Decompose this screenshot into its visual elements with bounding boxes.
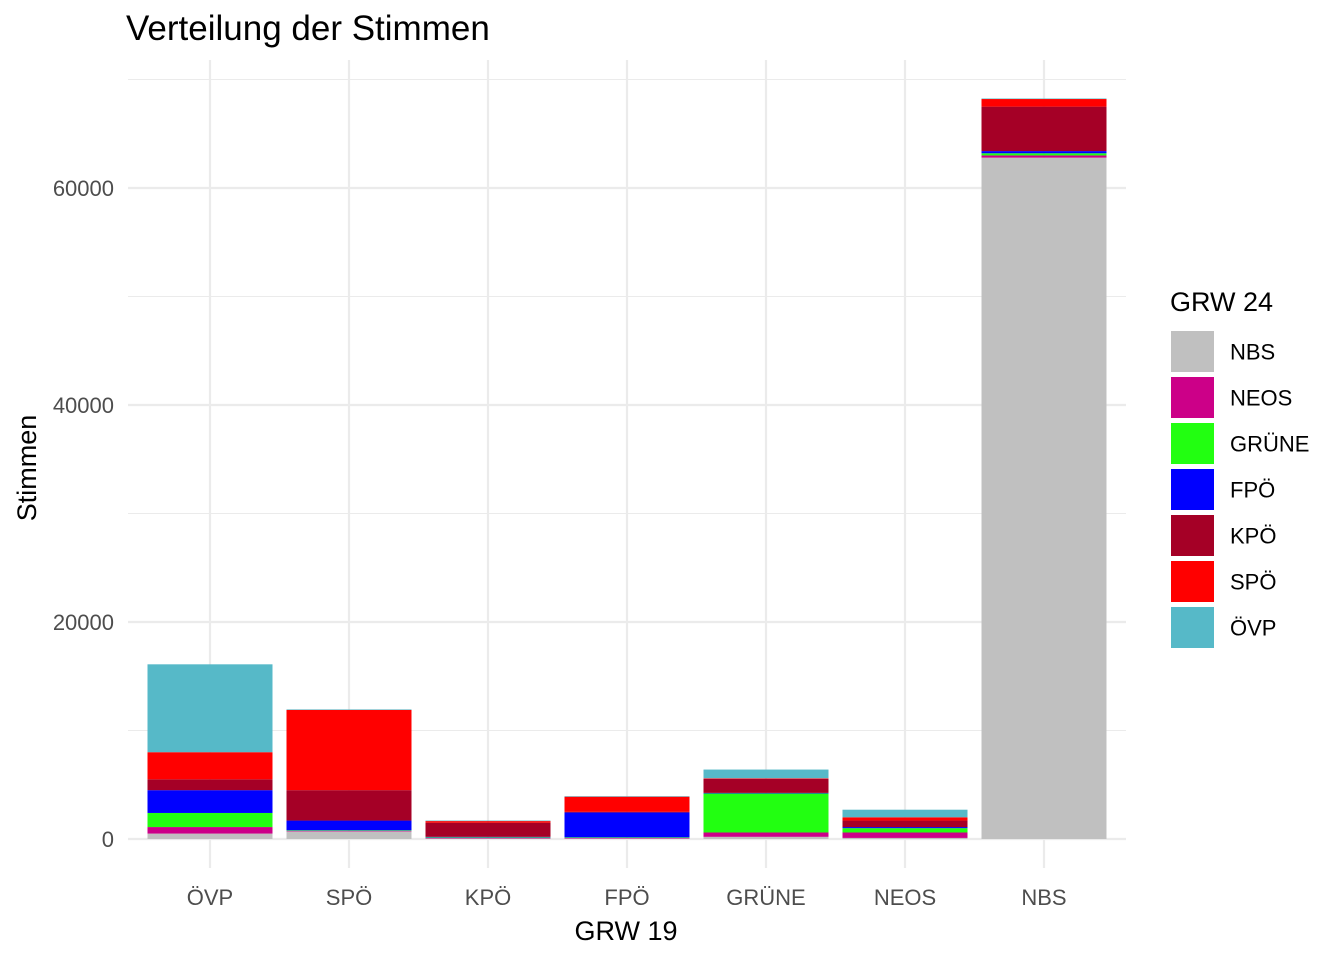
- grid: [128, 60, 1126, 868]
- bar-segment: [425, 838, 551, 839]
- legend-title: GRW 24: [1170, 287, 1273, 317]
- bar-segment: [564, 796, 690, 797]
- bar-segment: [981, 98, 1107, 100]
- bar-segment: [981, 99, 1107, 107]
- legend-key: [1171, 561, 1214, 602]
- x-tick-label: FPÖ: [604, 885, 649, 910]
- axes: 0 20000 40000 60000 ÖVP SPÖ KPÖ FPÖ GRÜNE NEOS NBS: [53, 176, 1067, 910]
- bar-segment: [286, 830, 412, 831]
- bar-segment: [842, 827, 968, 829]
- bar-segment: [425, 822, 551, 837]
- legend-key: [1171, 331, 1214, 372]
- x-tick-label: ÖVP: [187, 885, 233, 910]
- bar-segment: [147, 779, 273, 791]
- y-tick-label: 0: [102, 827, 114, 852]
- bar-segment: [147, 812, 273, 828]
- bar-segment: [425, 837, 551, 838]
- legend-key: [1171, 469, 1214, 510]
- legend-key: [1171, 515, 1214, 556]
- bar-segment: [703, 792, 829, 794]
- bar-segment: [564, 796, 690, 812]
- legend-label: NEOS: [1230, 386, 1292, 411]
- bar-segment: [981, 151, 1107, 154]
- bar-segment: [703, 793, 829, 833]
- bar-segment: [564, 811, 690, 813]
- bar-segment: [703, 832, 829, 837]
- chart-title: Verteilung der Stimmen: [126, 9, 490, 48]
- bar-segment: [286, 830, 412, 832]
- bar-segment: [703, 778, 829, 779]
- bar-segment: [842, 832, 968, 838]
- x-tick-label: NBS: [1021, 885, 1066, 910]
- bar-segment: [981, 155, 1107, 158]
- bar-segment: [842, 809, 968, 818]
- legend-key: [1171, 607, 1214, 648]
- legend: GRW 24 NBS NEOS GRÜNE FPÖ KPÖ SPÖ ÖVP: [1170, 287, 1309, 648]
- y-axis-title: Stimmen: [12, 415, 42, 522]
- bar-segment: [425, 820, 551, 822]
- bar-segment: [564, 838, 690, 839]
- bar-segment: [147, 827, 273, 834]
- bar-segment: [981, 153, 1107, 156]
- x-tick-label: SPÖ: [326, 885, 372, 910]
- bar-segment: [703, 769, 829, 779]
- legend-label: GRÜNE: [1230, 432, 1309, 457]
- legend-key: [1171, 423, 1214, 464]
- bar-segment: [286, 790, 412, 821]
- bars: [147, 98, 1107, 839]
- bar-segment: [425, 836, 551, 838]
- bar-segment: [981, 157, 1107, 839]
- bar-segment: [842, 828, 968, 833]
- bar-segment: [842, 820, 968, 828]
- legend-label: SPÖ: [1230, 570, 1276, 595]
- x-axis-title: GRW 19: [574, 916, 677, 946]
- bar-segment: [286, 709, 412, 710]
- bar-segment: [147, 833, 273, 839]
- legend-label: ÖVP: [1230, 616, 1276, 641]
- bar-segment: [286, 820, 412, 831]
- legend-key: [1171, 377, 1214, 418]
- bar-segment: [564, 812, 690, 838]
- x-tick-label: KPÖ: [465, 885, 511, 910]
- bar-segment: [703, 836, 829, 839]
- bar-segment: [703, 778, 829, 793]
- bar-segment: [286, 831, 412, 839]
- x-tick-label: NEOS: [874, 885, 936, 910]
- bar-segment: [425, 837, 551, 839]
- legend-label: FPÖ: [1230, 478, 1275, 503]
- y-tick-label: 20000: [53, 610, 114, 635]
- bar-segment: [981, 106, 1107, 152]
- bar-segment: [147, 664, 273, 753]
- bar-segment: [425, 821, 551, 823]
- bar-segment: [147, 790, 273, 813]
- bar-segment: [564, 837, 690, 839]
- y-tick-label: 40000: [53, 393, 114, 418]
- x-tick-label: GRÜNE: [726, 885, 805, 910]
- legend-label: NBS: [1230, 340, 1275, 365]
- bar-segment: [842, 837, 968, 839]
- bar-segment: [842, 817, 968, 821]
- bar-segment: [564, 837, 690, 838]
- y-tick-label: 60000: [53, 176, 114, 201]
- legend-label: KPÖ: [1230, 524, 1276, 549]
- bar-segment: [286, 709, 412, 791]
- bar-segment: [147, 752, 273, 780]
